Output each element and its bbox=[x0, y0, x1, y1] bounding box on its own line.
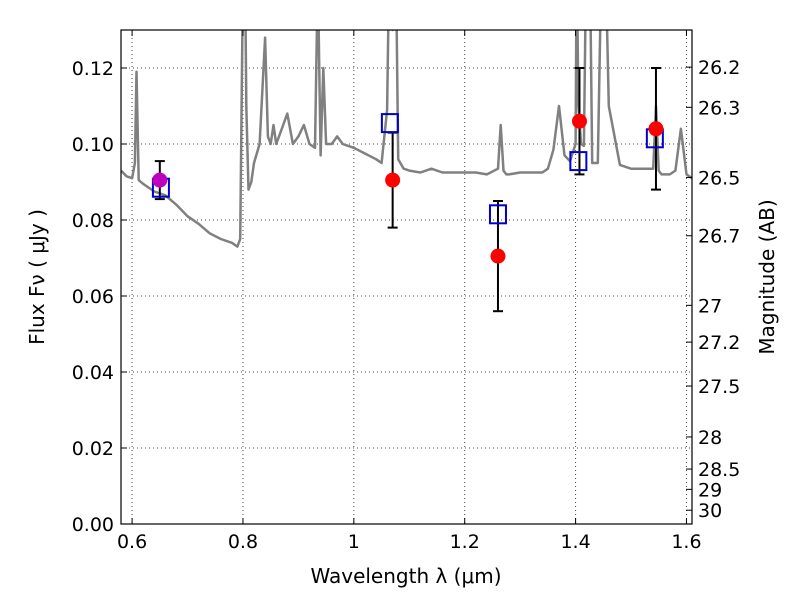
observed-point bbox=[648, 121, 664, 137]
magnitude-tick-label: 27.5 bbox=[698, 376, 740, 398]
y-tick-label: 0.02 bbox=[72, 438, 114, 460]
y-tick-label: 0.12 bbox=[72, 58, 114, 80]
magnitude-tick-label: 26.5 bbox=[698, 167, 740, 189]
x-axis-title: Wavelength λ (μm) bbox=[310, 564, 501, 588]
x-tick-label: 1.2 bbox=[450, 531, 480, 553]
magnitude-tick-label: 26.2 bbox=[698, 57, 740, 79]
observed-point bbox=[571, 113, 587, 129]
x-tick-label: 0.8 bbox=[228, 531, 258, 553]
magnitude-tick-label: 30 bbox=[698, 500, 722, 522]
y-tick-label: 0.06 bbox=[72, 286, 114, 308]
y-axis-ticks: 0.00 0.02 0.04 0.06 0.08 0.10 0.12 bbox=[72, 58, 127, 536]
y-tick-label: 0.04 bbox=[72, 362, 114, 384]
magnitude-tick-label: 27 bbox=[698, 295, 722, 317]
magnitude-tick-label: 28.5 bbox=[698, 459, 740, 481]
model-band-square bbox=[380, 113, 399, 134]
x-axis-ticks: 0.6 0.8 1 1.2 1.4 1.6 bbox=[117, 30, 702, 553]
y-tick-label: 0.00 bbox=[72, 514, 114, 536]
magnitude-tick-label: 27.2 bbox=[698, 332, 740, 354]
plot-area bbox=[121, 30, 692, 313]
observed-point bbox=[385, 172, 401, 188]
observed-point bbox=[490, 248, 506, 264]
magnitude-tick-label: 26.3 bbox=[698, 97, 740, 119]
model-band-square bbox=[569, 151, 588, 172]
magnitude-tick-label: 26.7 bbox=[698, 226, 740, 248]
magnitude-tick-label: 28 bbox=[698, 427, 722, 449]
x-tick-label: 1 bbox=[348, 531, 360, 553]
y-tick-label: 0.08 bbox=[72, 210, 114, 232]
model-band-square bbox=[488, 204, 507, 225]
x-tick-label: 0.6 bbox=[117, 531, 147, 553]
y-tick-label: 0.10 bbox=[72, 134, 114, 156]
observed-points bbox=[152, 113, 664, 264]
magnitude-axis-title: Magnitude (AB) bbox=[755, 199, 779, 354]
x-tick-label: 1.4 bbox=[560, 531, 590, 553]
observed-point bbox=[152, 172, 168, 188]
plot-frame bbox=[120, 29, 693, 525]
magnitude-tick-label: 29 bbox=[698, 479, 722, 501]
x-tick-label: 1.6 bbox=[671, 531, 701, 553]
model-spectrum-line bbox=[121, 30, 692, 248]
y-axis-title: Flux Fν ( μJy ) bbox=[25, 209, 49, 345]
